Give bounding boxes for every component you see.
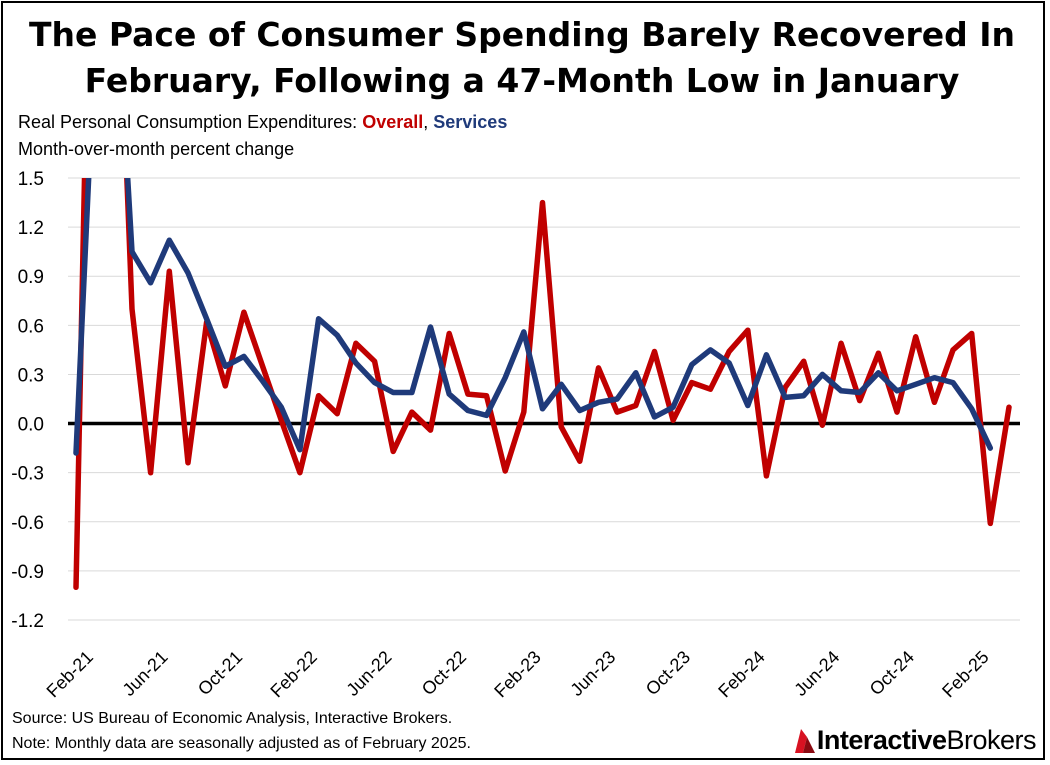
series-lines [73, 178, 1012, 591]
x-tick-label: Feb-22 [266, 647, 320, 700]
y-tick-label: -0.3 [11, 464, 44, 485]
x-tick-label: Jun-21 [119, 647, 172, 700]
logo-text-brokers: Brokers [946, 725, 1036, 755]
y-tick-label: -0.9 [11, 562, 44, 583]
x-tick-label: Feb-21 [43, 647, 97, 700]
subtitle: Real Personal Consumption Expenditures: … [18, 112, 507, 133]
title-line-1: The Pace of Consumer Spending Barely Rec… [28, 15, 1016, 54]
y-tick-label: -0.6 [11, 513, 44, 534]
subtitle-separator: , [423, 112, 434, 132]
y-tick-label: 0.0 [18, 415, 44, 436]
x-tick-label: Jun-23 [566, 647, 619, 700]
y-tick-label: 1.2 [18, 218, 44, 239]
x-tick-label: Feb-25 [938, 647, 992, 700]
interactive-brokers-logo: InteractiveBrokers [793, 725, 1036, 756]
legend-services: Services [433, 112, 508, 132]
chart-title: The Pace of Consumer Spending Barely Rec… [0, 12, 1044, 104]
x-tick-label: Feb-23 [490, 647, 544, 700]
line-chart: 1.5 1.2 0.9 0.6 0.3 0.0 -0.3 -0.6 -0.9 -1.2 Feb-2… [11, 169, 1020, 700]
x-tick-label: Jun-22 [343, 647, 396, 700]
brokers-logo-icon [794, 728, 815, 753]
footnote-note: Note: Monthly data are seasonally adjust… [12, 735, 471, 752]
y-tick-label: 1.5 [18, 169, 44, 190]
y-tick-label: -1.2 [11, 611, 44, 632]
y-tick-label: 0.3 [18, 365, 44, 386]
series-line-overall [73, 178, 1012, 591]
x-axis-ticks: Feb-21 Jun-21 Oct-21 Feb-22 Jun-22 Oct-22 Feb-… [43, 647, 993, 700]
x-tick-label: Oct-23 [642, 647, 694, 699]
x-tick-label: Feb-24 [714, 647, 768, 700]
y-tick-label: 0.6 [18, 316, 44, 337]
logo-text-interactive: Interactive [816, 725, 947, 755]
subtitle-prefix: Real Personal Consumption Expenditures: [18, 112, 363, 132]
legend-overall: Overall [362, 112, 424, 132]
gridlines [68, 177, 1020, 621]
y-axis-ticks: 1.5 1.2 0.9 0.6 0.3 0.0 -0.3 -0.6 -0.9 -1.2 [11, 169, 44, 632]
x-tick-label: Oct-22 [418, 647, 470, 699]
y-axis-description: Month-over-month percent change [18, 139, 295, 159]
series-line-services [73, 178, 994, 456]
x-tick-label: Oct-24 [866, 647, 918, 699]
y-tick-label: 0.9 [18, 267, 44, 288]
footnote-source: Source: US Bureau of Economic Analysis, … [12, 710, 453, 727]
x-tick-label: Jun-24 [790, 647, 843, 700]
title-line-2: February, Following a 47-Month Low in Ja… [84, 61, 960, 100]
x-tick-label: Oct-21 [194, 647, 246, 699]
